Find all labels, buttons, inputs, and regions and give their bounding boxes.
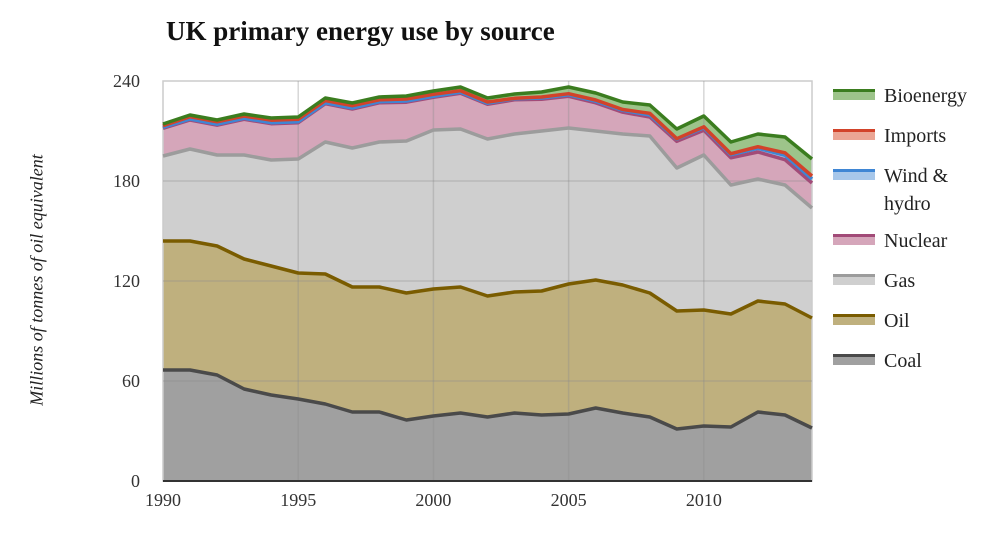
area-gas [163,128,812,318]
legend-item-wind-hydro: Wind & hydro [833,160,993,218]
legend-swatch [833,274,875,285]
x-tick-label: 1995 [280,490,316,510]
x-tick-label: 1990 [145,490,181,510]
legend-label: Oil [884,310,910,332]
legend-swatch [833,354,875,365]
legend-swatch [833,129,875,140]
legend-label: Imports [884,125,947,147]
legend-swatch [833,89,875,100]
area-bioenergy [163,87,812,176]
legend-item-bioenergy: Bioenergy [833,80,993,113]
line-bioenergy [162,85,814,161]
area-oil [163,241,812,429]
y-tick-label: 240 [113,71,140,91]
gridlines [162,80,813,482]
y-tick-label: 60 [122,371,140,391]
legend-label: Gas [884,270,916,292]
x-tick-label: 2000 [415,490,451,510]
area-layers [163,87,812,481]
line-coal [163,368,813,431]
legend-swatch [833,234,875,245]
tick-labels: 0 60 120 180 240 1990 1995 2000 2005 2010 [113,71,722,510]
legend-item-imports: Imports [833,120,993,153]
legend-label: Coal [884,350,922,372]
line-imports [162,88,814,178]
legend-label: Bioenergy [884,85,967,107]
legend-swatch [833,314,875,325]
y-tick-label: 120 [113,271,140,291]
line-gas [162,126,814,210]
series-lines [162,85,814,431]
legend-item-coal: Coal [833,345,993,378]
y-tick-label: 0 [131,471,140,491]
legend: Bioenergy Imports Wind & hydro Nuclear Gas Oi… [833,80,993,385]
legend-item-nuclear: Nuclear [833,225,993,258]
area-coal [163,370,812,481]
chart-title: UK primary energy use by source [166,16,555,46]
legend-swatch [833,169,875,180]
legend-item-oil: Oil [833,305,993,338]
line-oil [163,239,813,320]
legend-label: Nuclear [884,230,948,252]
legend-label: Wind & hydro [884,165,949,215]
legend-item-gas: Gas [833,265,993,298]
x-tick-label: 2010 [686,490,722,510]
x-tick-label: 2005 [551,490,587,510]
area-nuclear [163,93,812,208]
y-tick-label: 180 [113,171,140,191]
